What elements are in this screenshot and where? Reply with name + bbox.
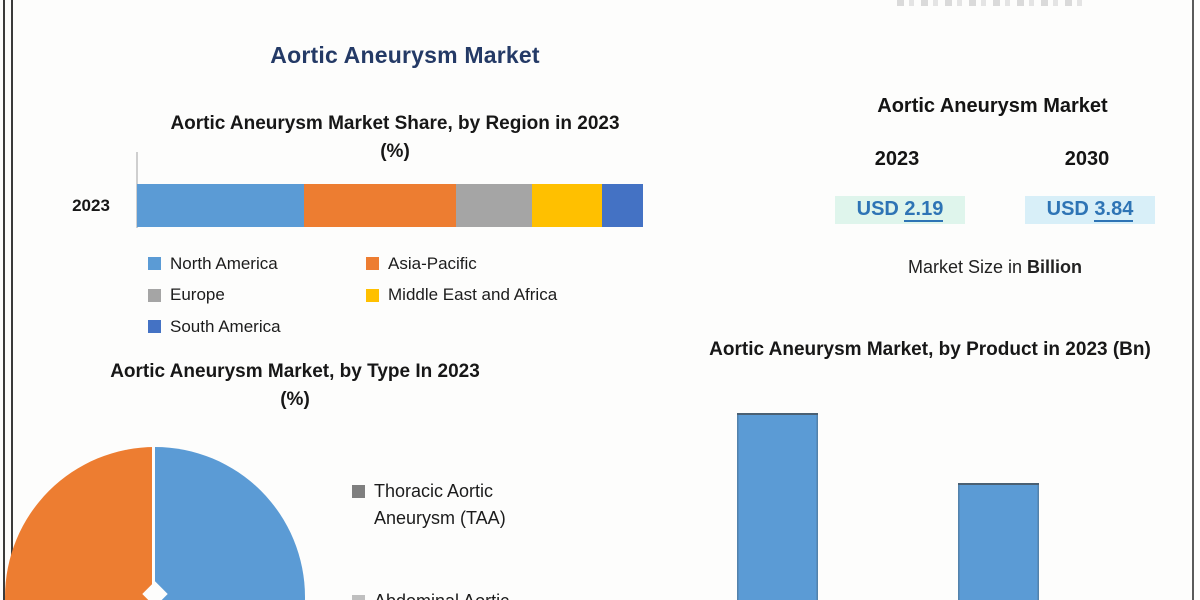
region-legend: North America Europe South America Asia-Pac… [148, 248, 557, 343]
legend-swatch [352, 595, 365, 600]
year-label-2023: 2023 [874, 148, 920, 170]
year-label-2030: 2030 [1064, 148, 1110, 170]
region-bar-segment [137, 184, 304, 227]
amount-value: 2.19 [904, 198, 944, 222]
legend-item: South America [148, 311, 366, 343]
type-pie-chart [5, 447, 305, 600]
region-stacked-bar [137, 184, 643, 227]
product-bar-2 [958, 483, 1039, 600]
cropped-text-fragment-top [897, 0, 1087, 6]
region-bar-segment [303, 184, 456, 227]
market-size-caption: Market Size in Billion [845, 257, 1145, 278]
left-border-outer-line [3, 0, 5, 600]
region-axis-category-label: 2023 [72, 196, 110, 215]
legend-swatch [352, 485, 365, 498]
amount-value: 3.84 [1094, 198, 1134, 222]
legend-swatch [148, 257, 161, 271]
legend-label: Europe [170, 285, 225, 305]
legend-label: South America [170, 316, 281, 336]
legend-item: North America [148, 248, 366, 280]
market-value-2030: USD 3.84 [1025, 196, 1155, 224]
region-bar-segment [455, 184, 532, 227]
legend-swatch [148, 288, 161, 302]
caption-regular-text: Market Size in [907, 257, 1028, 277]
left-border-inner-line [11, 0, 13, 600]
legend-label: North America [170, 253, 278, 273]
market-size-panel-title: Aortic Aneurysm Market [877, 95, 1108, 117]
product-chart-title: Aortic Aneurysm Market, by Product in 20… [709, 339, 1151, 360]
pie-slice-divider [152, 447, 155, 597]
product-bar-1 [737, 413, 818, 600]
region-chart-title: Aortic Aneurysm Market Share, by Region … [170, 113, 620, 162]
legend-item: Middle East and Africa [366, 280, 557, 312]
right-border-line [1192, 0, 1194, 600]
pie-legend-item-taa: Thoracic Aortic Aneurysm (TAA) [352, 478, 554, 532]
pie-legend-item-aaa: Abdominal Aortic Aneurysm (AAA) [352, 588, 554, 600]
legend-item: Asia-Pacific [366, 248, 557, 280]
legend-swatch [366, 257, 379, 271]
currency-label: USD [856, 198, 899, 220]
pie-legend-label: Thoracic Aortic Aneurysm (TAA) [374, 481, 506, 528]
legend-swatch [366, 288, 379, 302]
region-bar-segment [531, 184, 603, 227]
type-chart-title: Aortic Aneurysm Market, by Type In 2023 … [110, 361, 480, 410]
currency-label: USD [1046, 198, 1089, 220]
legend-swatch [148, 320, 161, 334]
pie-legend-label: Abdominal Aortic Aneurysm (AAA) [374, 588, 554, 600]
legend-label: Asia-Pacific [388, 253, 477, 273]
page-title: Aortic Aneurysm Market [270, 42, 540, 68]
legend-item: Europe [148, 280, 366, 312]
market-value-2023: USD 2.19 [835, 196, 965, 224]
legend-label: Middle East and Africa [388, 285, 558, 305]
caption-bold-text: Billion [1027, 257, 1083, 277]
region-bar-segment [602, 184, 643, 227]
